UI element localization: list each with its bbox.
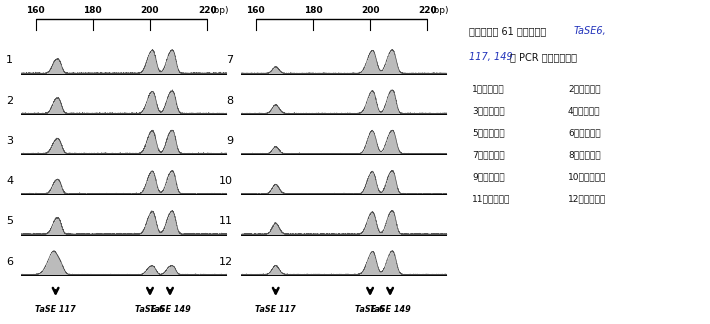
Text: TaSE 149: TaSE 149	[150, 305, 190, 314]
Text: の PCR 増幅パターン: の PCR 増幅パターン	[510, 52, 577, 62]
Text: 180: 180	[304, 6, 322, 15]
Text: TaSE 149: TaSE 149	[370, 305, 410, 314]
Text: TaSE 6: TaSE 6	[355, 305, 385, 314]
Text: 5．群馬県産: 5．群馬県産	[472, 128, 505, 137]
Text: 11．福岡県産: 11．福岡県産	[472, 194, 510, 203]
Text: 3．栃木県産: 3．栃木県産	[472, 106, 505, 115]
Text: 1: 1	[6, 55, 13, 65]
Text: TaSE 117: TaSE 117	[36, 305, 76, 314]
Text: 7．岐阜県産: 7．岐阜県産	[472, 150, 505, 159]
Text: 1．千葉県産: 1．千葉県産	[472, 84, 505, 93]
Text: 5: 5	[6, 216, 13, 226]
Text: 12．大分県産: 12．大分県産	[568, 194, 606, 203]
Text: (bp): (bp)	[210, 6, 229, 15]
Text: 160: 160	[26, 6, 45, 15]
Text: 200: 200	[141, 6, 159, 15]
Text: TaSE 117: TaSE 117	[256, 305, 296, 314]
Text: 2．茨城県産: 2．茨城県産	[568, 84, 601, 93]
Text: (bp): (bp)	[430, 6, 449, 15]
Text: 図１．農林 61 号における: 図１．農林 61 号における	[469, 26, 549, 36]
Text: 11: 11	[219, 216, 233, 226]
Text: 12: 12	[219, 257, 233, 267]
Text: 117, 149: 117, 149	[469, 52, 513, 62]
Text: 6．愛知県産: 6．愛知県産	[568, 128, 601, 137]
Text: 8．滋賀県産: 8．滋賀県産	[568, 150, 601, 159]
Text: 160: 160	[246, 6, 265, 15]
Text: 4．埼玉県産: 4．埼玉県産	[568, 106, 601, 115]
Text: 220: 220	[418, 6, 437, 15]
Text: 2: 2	[6, 96, 13, 106]
Text: 220: 220	[198, 6, 217, 15]
Text: 10: 10	[219, 176, 233, 186]
Text: TaSE6,: TaSE6,	[574, 26, 606, 36]
Text: 10．山口県産: 10．山口県産	[568, 172, 606, 181]
Text: 180: 180	[84, 6, 102, 15]
Text: 3: 3	[6, 136, 13, 146]
Text: 200: 200	[361, 6, 379, 15]
Text: 9．京都府産: 9．京都府産	[472, 172, 505, 181]
Text: TaSE 6: TaSE 6	[135, 305, 165, 314]
Text: 9: 9	[226, 136, 233, 146]
Text: 6: 6	[6, 257, 13, 267]
Text: 4: 4	[6, 176, 13, 186]
Text: 8: 8	[226, 96, 233, 106]
Text: 7: 7	[226, 55, 233, 65]
